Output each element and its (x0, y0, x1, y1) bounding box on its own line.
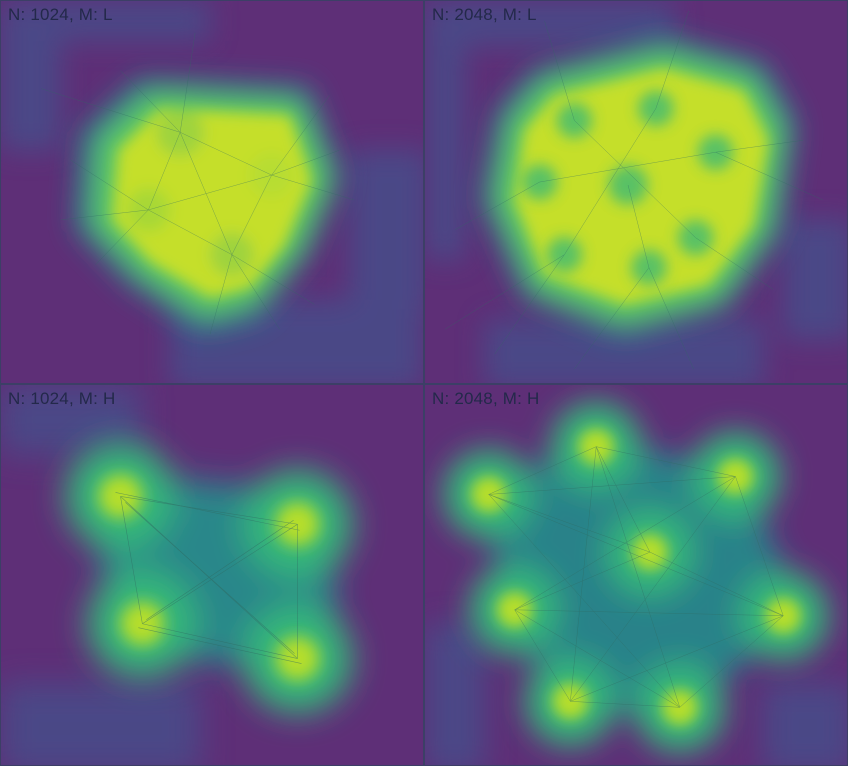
panel-n2048-mh: N: 2048, M: H (424, 384, 848, 766)
panel-n1024-ml: N: 1024, M: L (0, 0, 424, 384)
graph-edges (115, 492, 302, 664)
panel-n2048-ml: N: 2048, M: L (424, 0, 848, 384)
graph-edges (444, 10, 824, 370)
panel-title: N: 1024, M: L (8, 5, 113, 24)
density-heatmap (425, 385, 847, 765)
density-heatmap (425, 1, 847, 383)
bg-haze (425, 623, 847, 765)
bg-haze (1, 1, 423, 383)
panel-title: N: 2048, M: H (432, 389, 540, 408)
panel-title: N: 1024, M: H (8, 389, 116, 408)
panel-n1024-mh: N: 1024, M: H (0, 384, 424, 766)
density-heatmap (1, 1, 423, 383)
graph-edges (488, 446, 784, 708)
graph-edges (40, 32, 355, 335)
panel-title: N: 2048, M: L (432, 5, 537, 24)
density-heatmap (1, 385, 423, 765)
